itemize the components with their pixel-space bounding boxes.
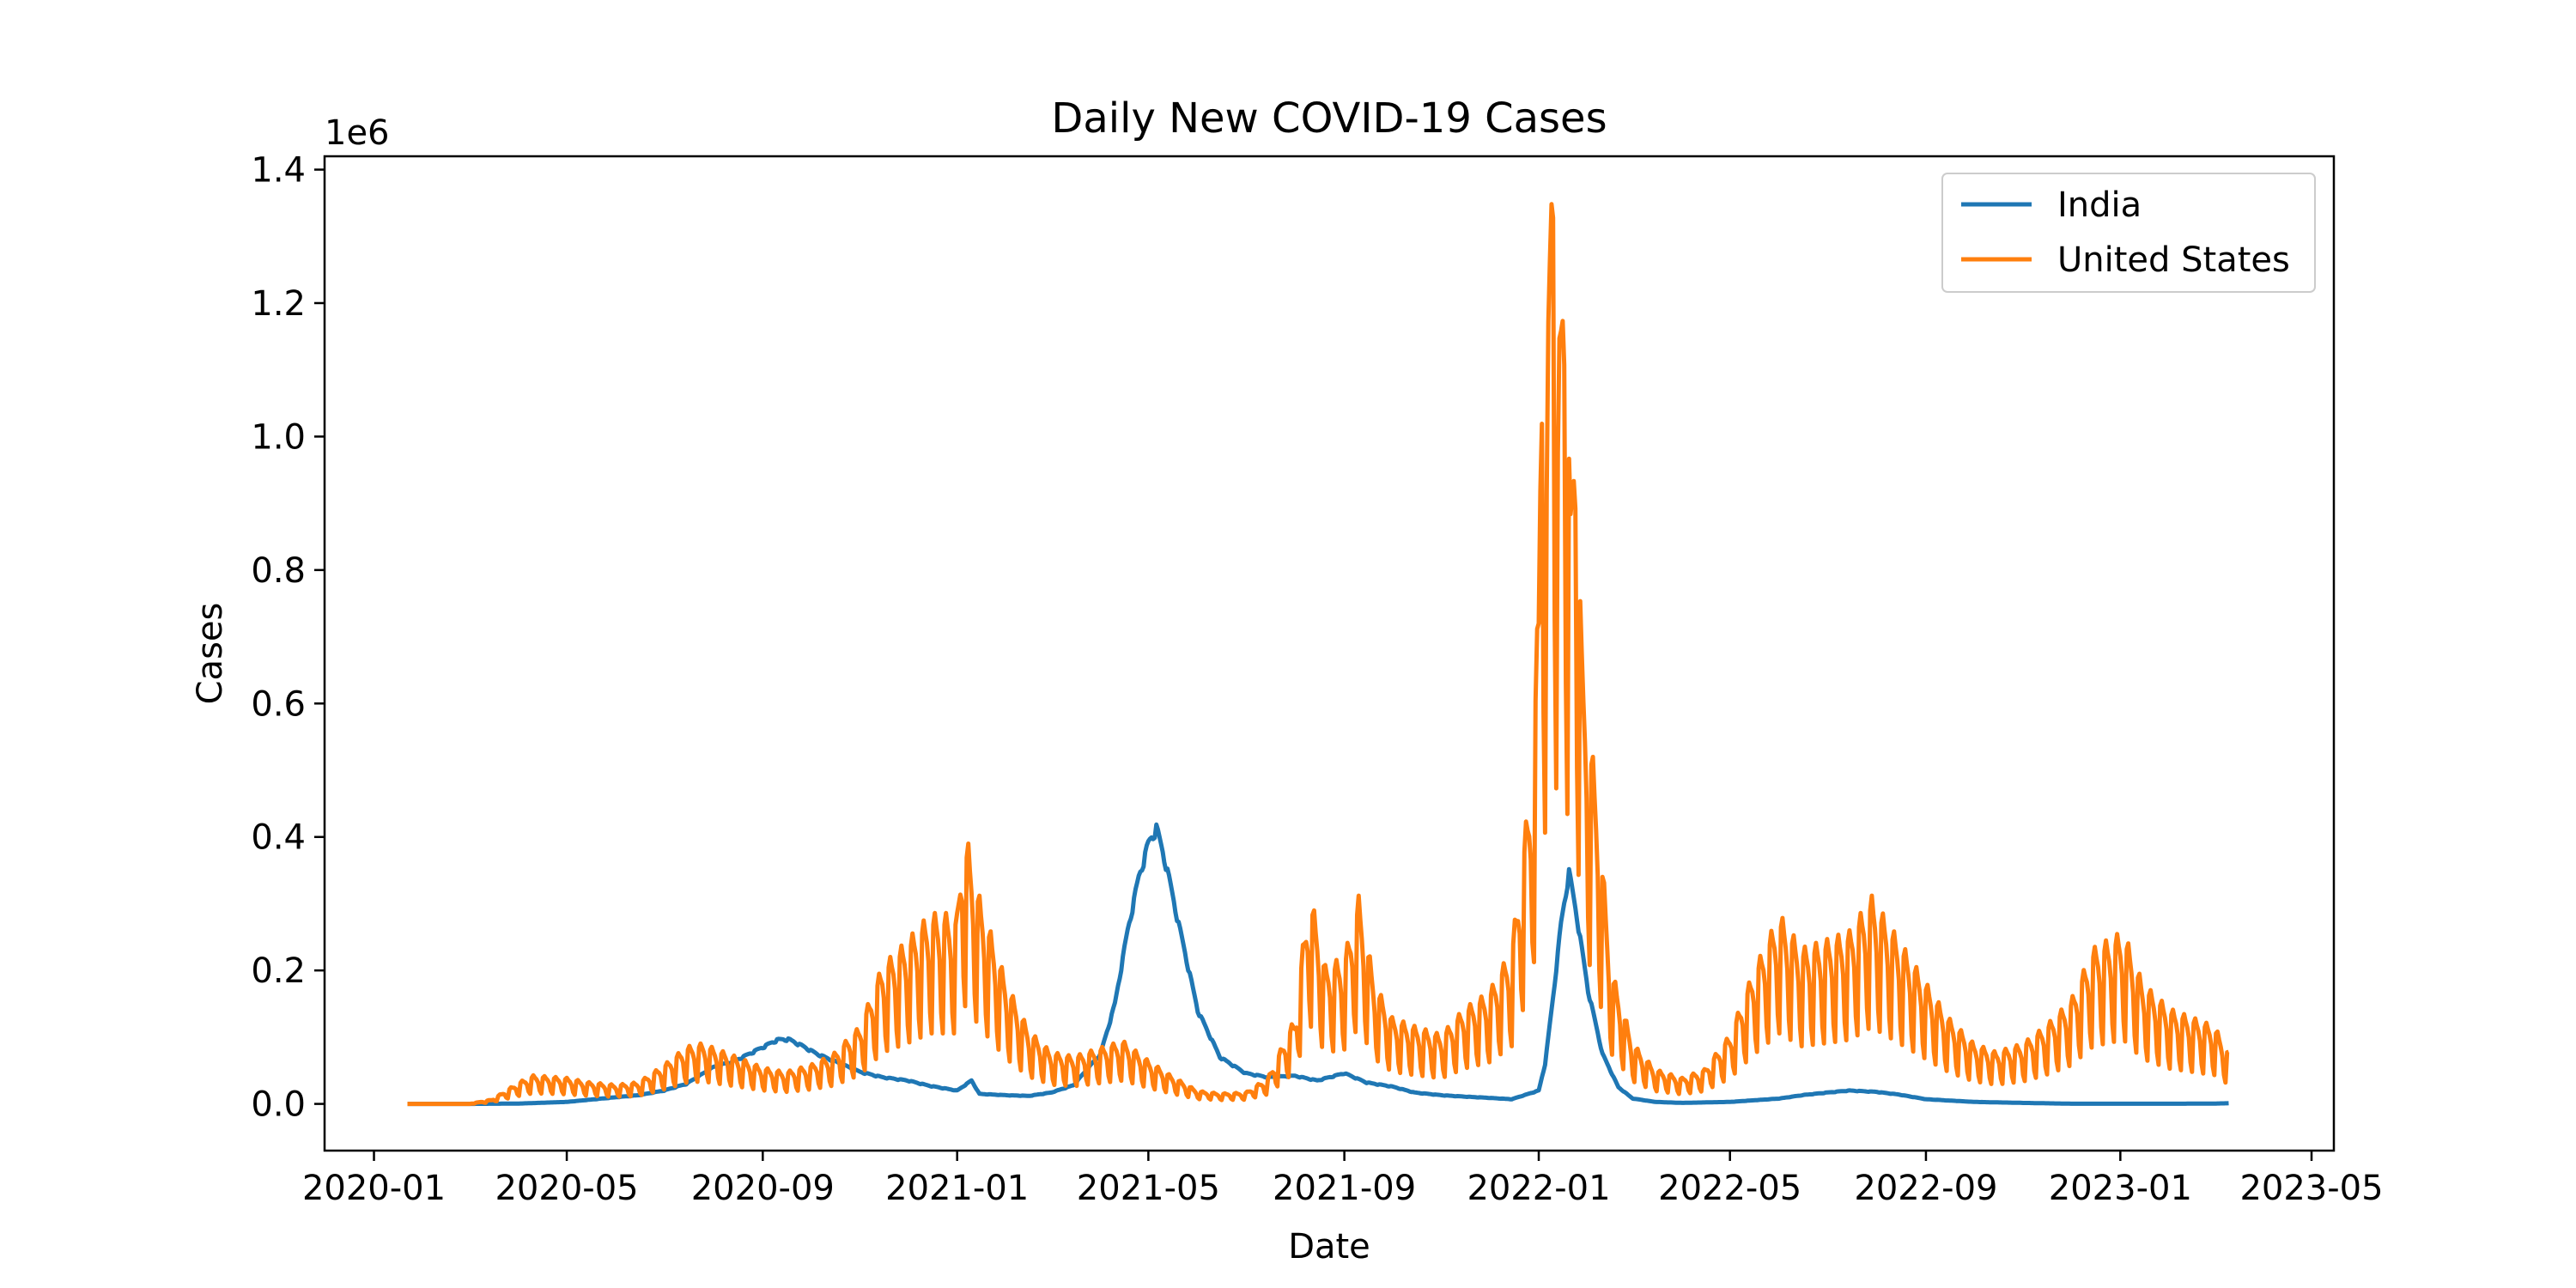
series-layer [406,202,2230,1107]
x-tick-label: 2020-05 [495,1169,638,1208]
x-axis-title: Date [1288,1227,1370,1267]
y-tick-label: 0.4 [251,818,306,858]
x-tick-label: 2020-01 [302,1169,446,1208]
y-tick-label: 1.2 [251,284,306,324]
x-tick-label: 2023-05 [2239,1169,2383,1208]
x-tick-label: 2021-09 [1273,1169,1416,1208]
y-tick-label: 1.4 [251,151,306,191]
legend: India United States [1941,173,2316,293]
x-tick-label: 2020-09 [691,1169,835,1208]
y-tick-label: 1.0 [251,417,306,457]
series-line-united-states [406,202,2230,1107]
y-offset-label: 1e6 [325,113,390,153]
x-tick-label: 2023-01 [2049,1169,2192,1208]
y-tick-label: 0.8 [251,551,306,591]
x-tick-label: 2022-05 [1658,1169,1801,1208]
x-tick-label: 2022-01 [1467,1169,1610,1208]
x-tick-label: 2021-05 [1077,1169,1220,1208]
legend-box [1941,173,2316,293]
legend-label-united-states: United States [2057,240,2290,280]
x-tick-label: 2022-09 [1854,1169,1997,1208]
y-axis-title: Cases [191,603,230,705]
x-tick-label: 2021-01 [885,1169,1029,1208]
y-tick-label: 0.0 [251,1085,306,1125]
y-axis: 0.0 0.2 0.4 0.6 0.8 1.0 1.2 1.4 [251,151,325,1125]
y-tick-label: 0.2 [251,951,306,991]
chart-title: Daily New COVID-19 Cases [1051,94,1607,143]
y-tick-label: 0.6 [251,684,306,724]
plot-frame [323,155,2336,1152]
legend-label-india: India [2057,185,2142,225]
x-axis: 2020-01 2020-05 2020-09 2021-01 2021-05 2021-… [302,1151,2384,1208]
